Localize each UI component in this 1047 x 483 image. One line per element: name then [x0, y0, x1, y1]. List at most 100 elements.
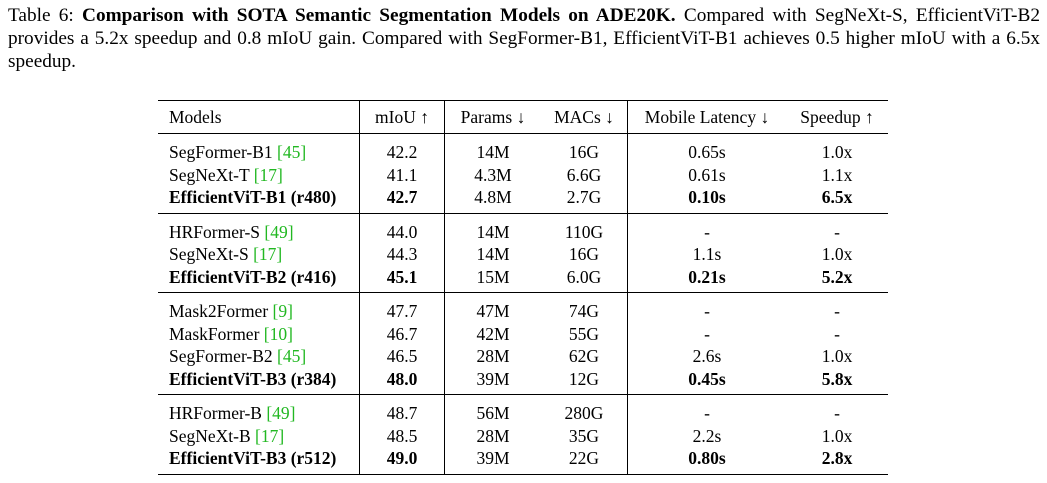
- cell-params: 14M: [476, 221, 510, 242]
- citation-link[interactable]: [10]: [263, 323, 293, 344]
- citation-link[interactable]: [17]: [255, 425, 285, 446]
- cell-miou: 44.0: [359, 213, 445, 243]
- cell-latency: -: [704, 301, 710, 321]
- cell-speedup: -: [834, 301, 840, 321]
- cell-speedup: 1.0x: [821, 346, 853, 366]
- caption-prefix: Table 6:: [8, 5, 83, 26]
- model-name: HRFormer-B: [169, 403, 267, 423]
- table-row: EfficientViT-B3 (r512) 49.0 39M 22G 0.80s 2.8…: [158, 447, 888, 474]
- cell-latency: 2.2s: [692, 425, 722, 446]
- cell-params: 28M: [476, 346, 510, 366]
- cell-params: 14M: [476, 244, 510, 264]
- model-name: SegNeXt-S: [169, 244, 254, 264]
- header-latency: Mobile Latency ↓: [644, 106, 770, 127]
- cell-latency: 0.80s: [688, 448, 726, 468]
- citation-link[interactable]: [17]: [253, 164, 283, 185]
- cell-speedup: 2.8x: [821, 448, 853, 468]
- cell-speedup: -: [834, 403, 840, 423]
- cell-params: 4.3M: [474, 164, 512, 185]
- cell-latency: 0.21s: [688, 266, 726, 287]
- cell-macs: 55G: [541, 322, 628, 345]
- table-group: HRFormer-S [49] 44.0 14M 110G - - SegNeXt-S [1…: [158, 213, 888, 293]
- cell-model: SegNeXt-S [17]: [158, 243, 360, 266]
- cell-model: SegFormer-B2 [45]: [158, 345, 360, 368]
- table-row: EfficientViT-B1 (r480) 42.7 4.8M 2.7G 0.10s 6…: [158, 186, 888, 213]
- cell-macs: 2.7G: [541, 186, 628, 213]
- table-row: SegNeXt-S [17] 44.3 14M 16G 1.1s 1.0x: [158, 243, 888, 266]
- citation-link[interactable]: [17]: [253, 244, 283, 264]
- table-row: EfficientViT-B3 (r384) 48.0 39M 12G 0.45s 5.8…: [158, 367, 888, 395]
- cell-latency: -: [704, 403, 710, 423]
- cell-miou: 47.7: [359, 292, 445, 323]
- table-row: SegNeXt-B [17] 48.5 28M 35G 2.2s 1.0x: [158, 424, 888, 447]
- cell-model: SegNeXt-T [17]: [158, 163, 360, 186]
- header-miou: mIoU ↑: [359, 100, 445, 134]
- table-row: Mask2Former [9] 47.7 47M 74G - -: [158, 292, 888, 323]
- model-name: EfficientViT-B2 (r416): [169, 266, 337, 287]
- citation-link[interactable]: [49]: [266, 403, 296, 423]
- cell-params: 4.8M: [474, 187, 512, 207]
- cell-params: 15M: [476, 266, 510, 287]
- cell-latency: 0.45s: [688, 368, 726, 389]
- table-row: SegNeXt-T [17] 41.1 4.3M 6.6G 0.61s 1.1x: [158, 163, 888, 186]
- cell-speedup: -: [834, 221, 840, 242]
- header-speedup: Speedup ↑: [800, 106, 874, 127]
- cell-latency: -: [704, 221, 710, 242]
- model-name: HRFormer-S: [169, 221, 265, 242]
- header-params: Params ↓: [460, 106, 526, 127]
- cell-speedup: 1.0x: [821, 244, 853, 264]
- citation-link[interactable]: [9]: [272, 301, 293, 321]
- cell-macs: 74G: [541, 292, 628, 323]
- cell-speedup: 5.8x: [821, 368, 853, 389]
- cell-speedup: 1.1x: [821, 164, 853, 185]
- model-name: EfficientViT-B1 (r480): [169, 187, 337, 207]
- cell-model: HRFormer-S [49]: [158, 213, 360, 243]
- table-header: Models mIoU ↑ Params ↓ MACs ↓ Mobile Lat…: [158, 100, 888, 134]
- cell-params: 42M: [476, 323, 510, 344]
- cell-miou: 48.7: [359, 394, 445, 425]
- cell-miou: 46.5: [359, 345, 445, 368]
- table-row: SegFormer-B1 [45] 42.2 14M 16G 0.65s 1.0x: [158, 133, 888, 164]
- cell-macs: 35G: [541, 424, 628, 447]
- cell-model: EfficientViT-B3 (r384): [158, 367, 360, 395]
- cell-params: 39M: [476, 368, 510, 389]
- cell-model: SegFormer-B1 [45]: [158, 133, 360, 164]
- comparison-table-wrapper: Models mIoU ↑ Params ↓ MACs ↓ Mobile Lat…: [158, 100, 888, 475]
- cell-model: EfficientViT-B2 (r416): [158, 265, 360, 293]
- cell-miou: 45.1: [359, 265, 445, 293]
- citation-link[interactable]: [49]: [264, 221, 294, 242]
- table-row: MaskFormer [10] 46.7 42M 55G - -: [158, 322, 888, 345]
- cell-model: Mask2Former [9]: [158, 292, 360, 323]
- cell-model: EfficientViT-B3 (r512): [158, 447, 360, 474]
- cell-macs: 62G: [541, 345, 628, 368]
- cell-model: SegNeXt-B [17]: [158, 424, 360, 447]
- cell-latency: 0.61s: [688, 164, 726, 185]
- table-row: HRFormer-B [49] 48.7 56M 280G - -: [158, 394, 888, 425]
- cell-speedup: 6.5x: [821, 187, 853, 207]
- cell-miou: 44.3: [359, 243, 445, 266]
- header-row: Models mIoU ↑ Params ↓ MACs ↓ Mobile Lat…: [158, 100, 888, 134]
- comparison-table: Models mIoU ↑ Params ↓ MACs ↓ Mobile Lat…: [158, 100, 888, 475]
- cell-params: 56M: [476, 403, 510, 423]
- citation-link[interactable]: [45]: [277, 346, 307, 366]
- cell-macs: 280G: [541, 394, 628, 425]
- header-models: Models: [158, 100, 360, 134]
- table-row: HRFormer-S [49] 44.0 14M 110G - -: [158, 213, 888, 243]
- cell-miou: 48.5: [359, 424, 445, 447]
- cell-speedup: 1.0x: [821, 425, 853, 446]
- cell-macs: 16G: [541, 243, 628, 266]
- cell-latency: -: [704, 323, 710, 344]
- cell-speedup: 1.0x: [821, 142, 853, 162]
- table-group: HRFormer-B [49] 48.7 56M 280G - - SegNeXt-B [1…: [158, 394, 888, 474]
- cell-speedup: 5.2x: [821, 266, 853, 287]
- cell-macs: 16G: [541, 133, 628, 164]
- table-row: SegFormer-B2 [45] 46.5 28M 62G 2.6s 1.0x: [158, 345, 888, 368]
- cell-macs: 12G: [541, 367, 628, 395]
- cell-latency: 1.1s: [692, 244, 722, 264]
- table-group: Mask2Former [9] 47.7 47M 74G - - MaskFormer [1…: [158, 292, 888, 395]
- citation-link[interactable]: [45]: [277, 142, 307, 162]
- cell-miou: 46.7: [359, 322, 445, 345]
- cell-miou: 48.0: [359, 367, 445, 395]
- cell-macs: 110G: [541, 213, 628, 243]
- cell-params: 39M: [476, 448, 510, 468]
